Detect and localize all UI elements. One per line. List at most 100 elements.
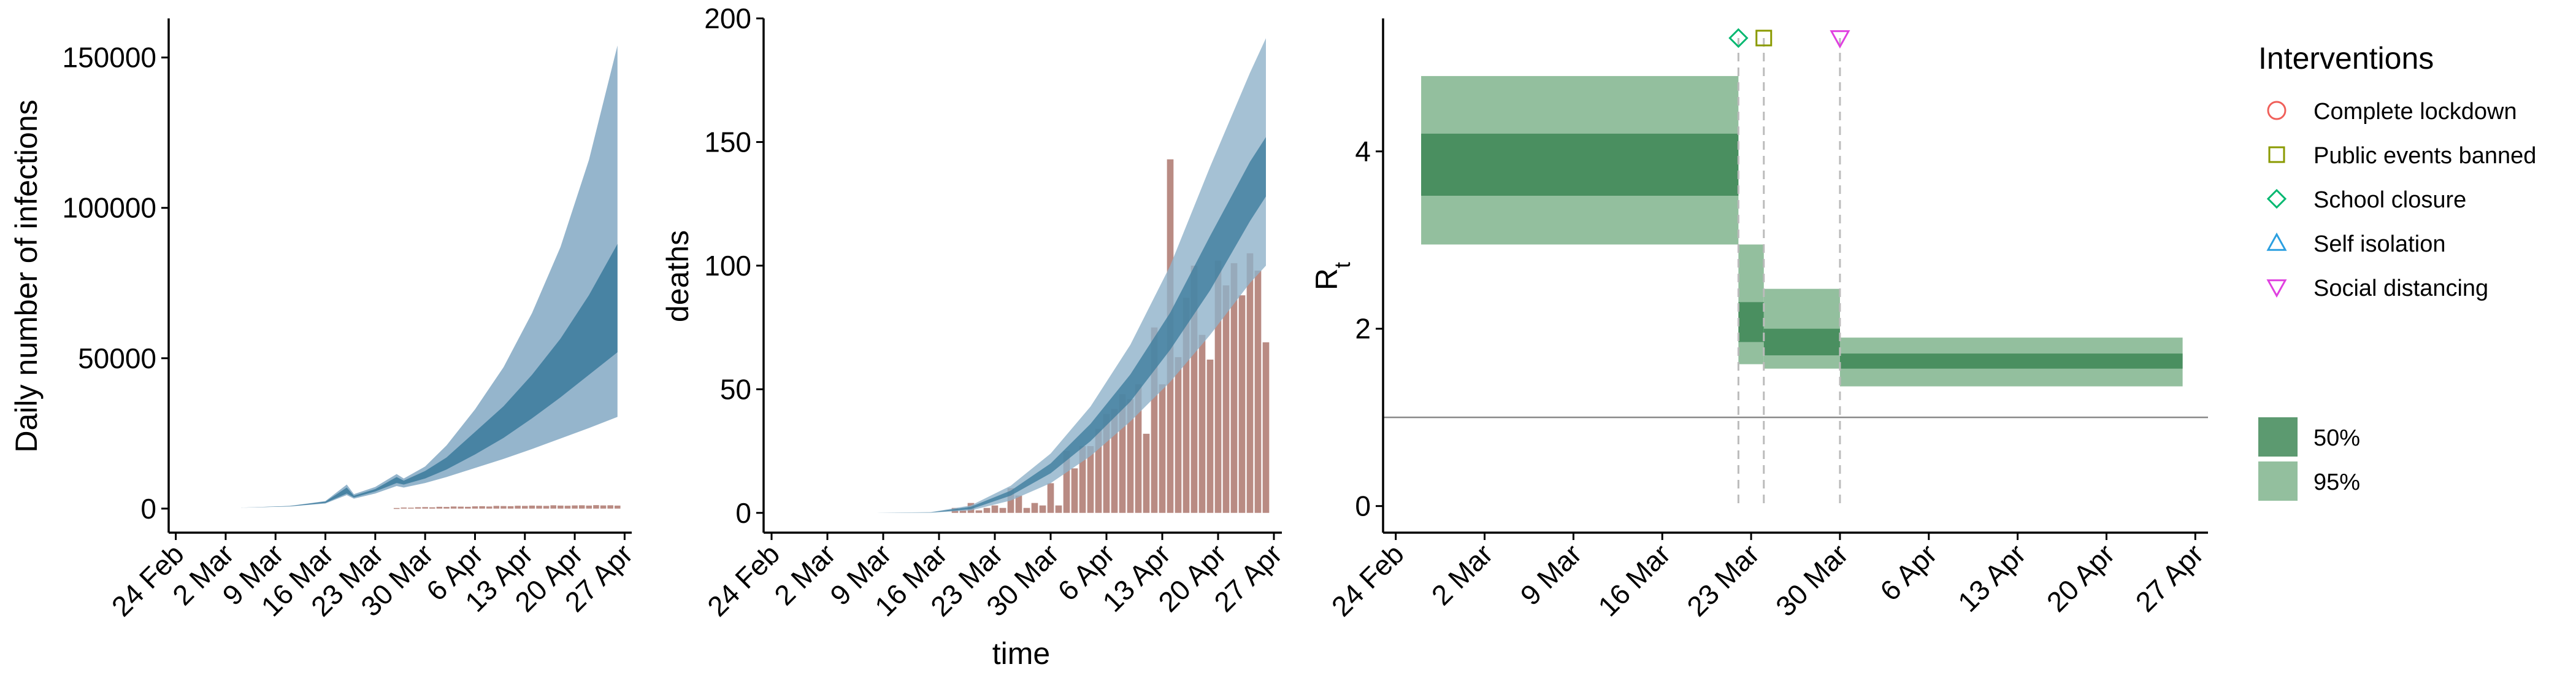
infections-bar [443,507,450,509]
legend-marker [2268,146,2285,163]
infections-bar [515,506,521,509]
deaths-y-tick-label: 0 [735,497,751,529]
infections-bar [536,506,542,509]
interventions-legend: Interventions Complete lockdown Public ev… [2258,41,2536,501]
deaths-y-tick-label: 100 [704,250,751,282]
deaths-bar [1190,265,1198,513]
infections-bar [486,506,493,509]
infections-y-axis-label: Daily number of infections [9,99,44,452]
deaths-band-95 [819,38,1266,513]
legend-item-label: Self isolation [2313,231,2445,257]
infections-bar [558,505,564,509]
legend-marker [2267,101,2287,120]
rt-panel: 0 2 4 24 Feb 2 Mar 9 Mar 16 Mar 23 Mar 30 Mar 6 A… [1309,18,2209,622]
deaths-bar [1159,384,1166,513]
rt-x-tick-label: 20 Apr [2041,538,2121,618]
legend-marker [2266,232,2287,251]
legend-fill-swatch [2258,417,2298,457]
deaths-bar [1127,399,1134,513]
rt-y-label-r: R [1309,268,1344,290]
legend-items: Complete lockdown Public events banned Sch… [2266,99,2536,301]
intervention-marker [1728,28,1749,48]
deaths-bar [983,507,991,513]
infections-bar [600,505,607,509]
infections-bar [465,506,471,509]
infections-bar [393,507,400,509]
rt-y-axis-label-main: Rt [1309,262,1355,290]
infections-y-tick-label: 0 [140,493,156,525]
legend-item-label: Social distancing [2313,276,2488,301]
rt-x-tick-label: 6 Apr [1874,538,1943,607]
deaths-bar [1151,327,1158,513]
rt-x-tick-label: 30 Mar [1769,538,1854,622]
infections-bar [429,507,435,509]
deaths-bar [1183,298,1190,513]
infections-bar [436,506,443,509]
rt-y-tick-label: 2 [1355,313,1371,345]
rt-y-label-subscript: t [1330,262,1355,268]
legend-marker [2266,279,2287,298]
infections-bar [578,505,585,509]
infections-bar [422,507,428,509]
infections-bar [408,507,414,509]
infections-bar [572,505,578,509]
deaths-bar [975,510,983,513]
deaths-bar [1039,505,1046,513]
legend-fill-swatch [2258,461,2298,501]
rt-band-50 [1738,302,1764,342]
deaths-bar [999,507,1006,513]
infections-bar [415,507,421,509]
intervention-marker [1830,30,1850,49]
deaths-bar [1206,359,1214,513]
rt-x-tick-label: 23 Mar [1681,538,1765,622]
deaths-bar [1023,507,1030,513]
rt-y-axis-label: Rt [1309,262,1355,290]
deaths-bar [1047,483,1054,513]
rt-x-tick-label: 16 Mar [1592,538,1676,622]
infections-bar [493,506,500,509]
deaths-bar [1071,468,1078,513]
legend-marker [2266,188,2287,209]
rt-plot-area: 0 2 4 24 Feb 2 Mar 9 Mar 16 Mar 23 Mar 30 Mar 6 A… [1325,18,2209,622]
infections-y-tick-label: 100000 [63,192,157,224]
infections-bar [450,506,457,509]
rt-band-50 [1421,133,1739,196]
deaths-bar [1246,253,1254,513]
deaths-bar [1063,451,1070,513]
rt-y-tick-label: 4 [1355,136,1371,168]
intervention-marker [1755,29,1773,47]
rt-x-tick-label: 13 Apr [1952,538,2032,618]
deaths-bar [1254,270,1262,513]
deaths-bar [1262,342,1270,513]
deaths-bar [1095,428,1102,513]
legend-title: Interventions [2258,41,2434,75]
infections-bar [615,505,621,509]
deaths-bar [1015,495,1022,513]
legend-item-label: Public events banned [2313,143,2536,169]
infections-bar [522,506,528,509]
infections-y-tick-label: 50000 [78,342,156,374]
rt-x-tick-label: 2 Mar [1425,538,1499,611]
infections-bar [586,505,592,509]
deaths-bar [1214,260,1222,513]
rt-x-tick-label: 9 Mar [1514,538,1588,611]
deaths-y-tick-label: 150 [704,126,751,158]
legend-fill-label: 95% [2313,469,2360,495]
deaths-bar [1087,446,1094,513]
deaths-band-50 [819,137,1266,513]
rt-band-50 [1763,328,1840,356]
infections-bar [550,505,556,509]
deaths-bar [1119,394,1126,513]
deaths-bar [1143,433,1150,513]
deaths-x-tick-label: 2 Mar [768,538,841,611]
infections-bar [529,505,535,509]
deaths-bar [1031,503,1038,513]
rt-y-tick-label: 0 [1355,490,1371,522]
deaths-bar [1238,295,1246,513]
infections-bar [458,506,464,509]
infections-bar [500,506,507,509]
deaths-bar [1079,446,1086,513]
